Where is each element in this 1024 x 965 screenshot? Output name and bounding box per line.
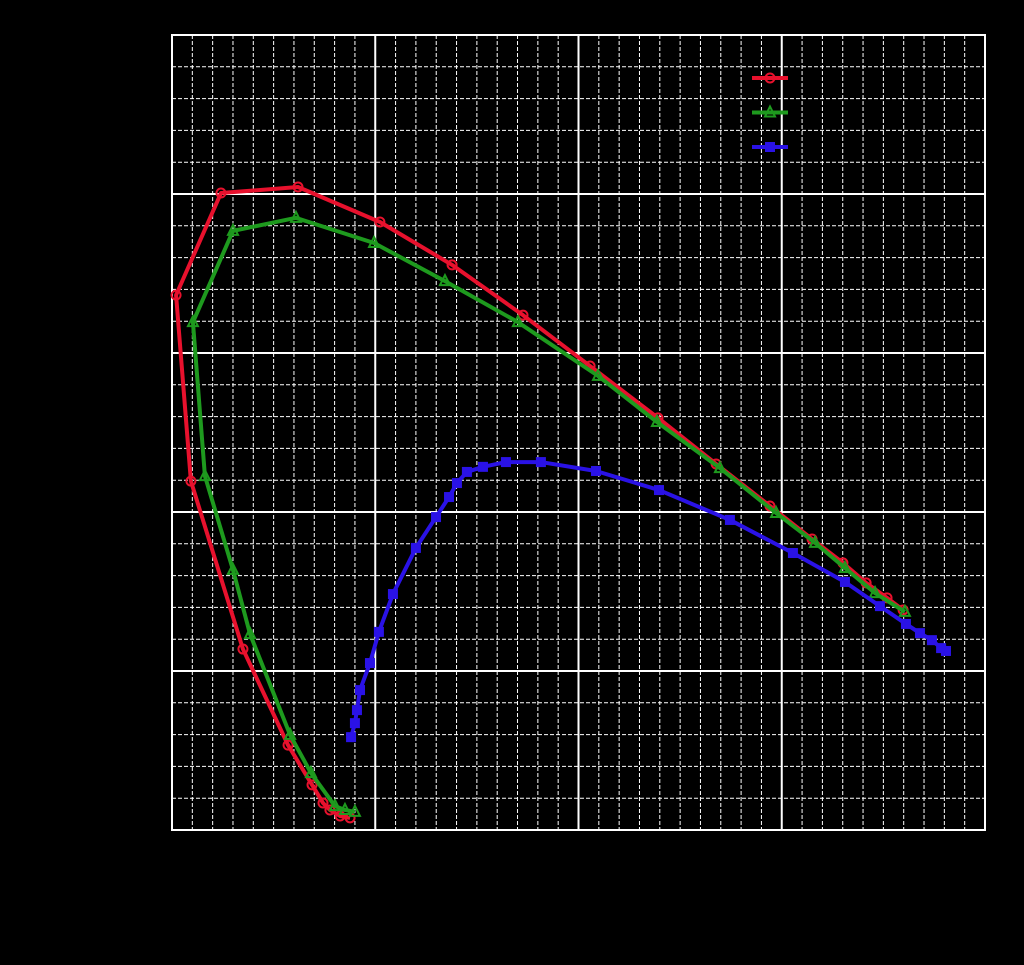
y-tick-label: 0	[153, 821, 162, 838]
x-tick-label: 0	[168, 845, 177, 862]
marker	[438, 272, 452, 287]
marker	[874, 601, 885, 612]
marker	[282, 739, 294, 751]
marker	[431, 512, 442, 523]
marker	[914, 628, 925, 639]
marker	[446, 259, 458, 271]
x-tick-label: 10	[366, 845, 384, 862]
legend-marker	[764, 72, 776, 84]
marker	[374, 216, 386, 228]
marker	[349, 718, 360, 729]
series-line	[190, 215, 906, 814]
marker	[650, 413, 664, 428]
marker	[511, 313, 525, 328]
marker	[198, 467, 212, 482]
marker	[477, 461, 488, 472]
marker	[713, 459, 727, 474]
marker	[653, 485, 664, 496]
marker	[838, 559, 852, 573]
marker	[317, 797, 329, 809]
marker	[185, 475, 197, 487]
marker	[839, 576, 850, 587]
marker	[304, 764, 318, 779]
marker	[328, 797, 342, 812]
marker	[338, 801, 352, 815]
y-tick-label: 25	[144, 26, 162, 43]
marker	[346, 732, 357, 743]
marker	[215, 187, 227, 199]
marker	[226, 561, 240, 575]
series-line	[349, 460, 947, 738]
marker	[364, 658, 375, 669]
marker	[289, 209, 303, 223]
marker	[500, 457, 511, 468]
marker	[900, 618, 911, 629]
marker	[237, 643, 249, 655]
marker	[535, 457, 546, 468]
marker	[787, 548, 798, 559]
marker	[898, 603, 912, 617]
marker	[170, 289, 182, 301]
marker	[926, 635, 937, 646]
marker	[186, 313, 200, 328]
x-tick-label: 20	[570, 845, 588, 862]
marker	[868, 584, 882, 599]
marker	[590, 465, 601, 476]
marker	[306, 779, 318, 791]
marker	[283, 726, 297, 740]
marker	[769, 504, 783, 518]
marker	[451, 478, 462, 489]
y-tick-label: 10	[144, 503, 162, 520]
marker	[243, 625, 257, 640]
y-tick-label: 20	[144, 185, 162, 202]
y-tick-label: 5	[153, 662, 162, 679]
marker	[355, 685, 366, 696]
marker	[367, 234, 381, 248]
marker	[724, 514, 735, 525]
y-tick-label: 15	[144, 344, 162, 361]
marker	[591, 367, 605, 381]
marker	[292, 181, 304, 193]
marker	[444, 492, 455, 503]
marker	[373, 626, 384, 637]
marker	[410, 542, 421, 553]
marker	[351, 705, 362, 716]
legend-marker	[765, 142, 775, 152]
marker	[808, 534, 822, 548]
marker	[348, 803, 362, 817]
x-tick-label: 40	[976, 845, 994, 862]
marker	[940, 645, 951, 656]
marker	[226, 222, 240, 236]
marker	[461, 466, 472, 477]
x-tick-label: 30	[773, 845, 791, 862]
plot-frame	[171, 34, 986, 831]
legend-marker	[763, 104, 777, 118]
marker	[387, 589, 398, 600]
